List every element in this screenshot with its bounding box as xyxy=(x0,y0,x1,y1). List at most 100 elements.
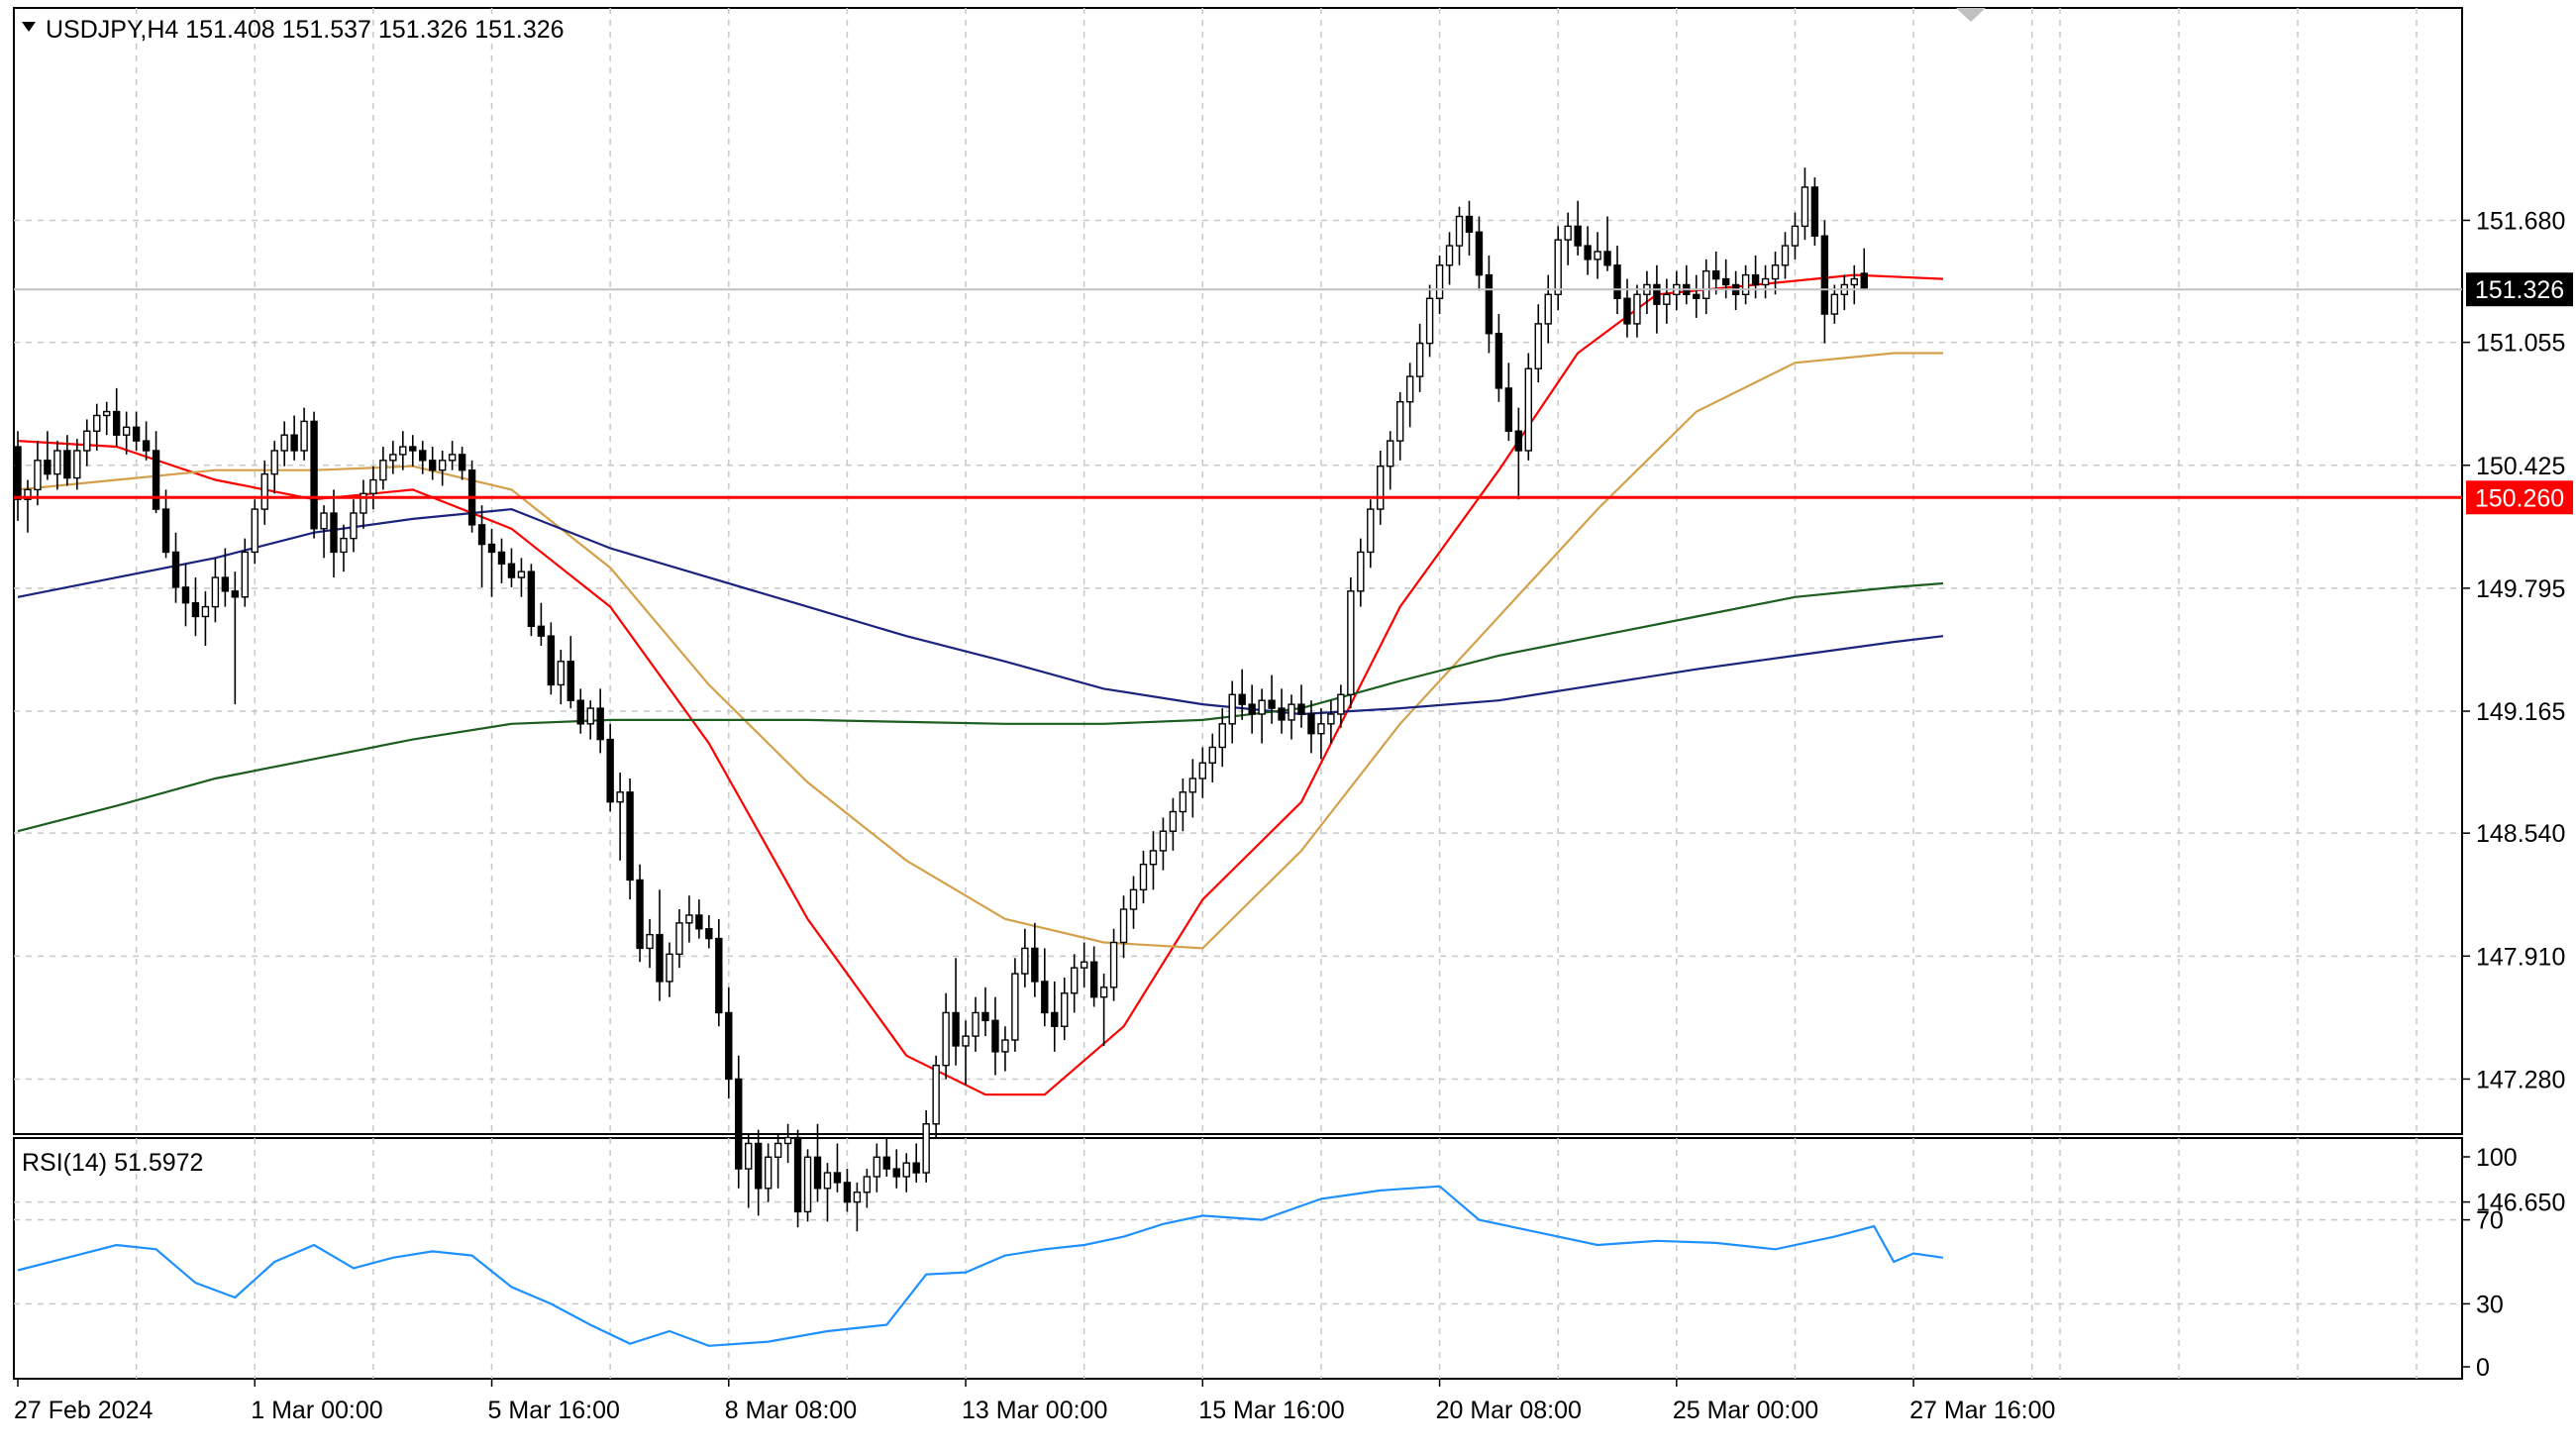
candle-body xyxy=(912,1162,920,1174)
candle-body xyxy=(1278,707,1286,721)
date-tick-label: 27 Feb 2024 xyxy=(14,1397,153,1424)
candle-body xyxy=(1544,293,1552,325)
price-tick-label: 151.680 xyxy=(2476,207,2565,235)
candle-body xyxy=(922,1123,930,1174)
candle-body xyxy=(1594,251,1601,260)
candle-body xyxy=(725,1011,733,1081)
candle-body xyxy=(24,488,32,500)
candle-body xyxy=(211,576,220,608)
candle-body xyxy=(695,914,703,930)
candle-body xyxy=(83,430,91,452)
candle-body xyxy=(1317,723,1325,735)
rsi-series-line xyxy=(17,1185,1944,1347)
rsi-axis: 100 70 30 0 xyxy=(2462,1144,2518,1382)
candle-body xyxy=(1405,375,1414,403)
candle-body xyxy=(863,1176,872,1194)
candle-body xyxy=(1435,264,1444,299)
candle-body xyxy=(152,450,160,510)
date-tick-label: 5 Mar 16:00 xyxy=(488,1397,620,1424)
candle-body xyxy=(171,551,180,588)
candle-body xyxy=(616,791,624,803)
candle-body xyxy=(1139,864,1148,891)
candle-body xyxy=(1129,888,1138,910)
candle-body xyxy=(783,1136,792,1145)
candle-body xyxy=(1663,293,1671,305)
candle-body xyxy=(1801,186,1809,228)
candle-body xyxy=(1415,342,1424,377)
candle-body xyxy=(1455,215,1464,247)
candle-body xyxy=(793,1136,802,1213)
candle-body xyxy=(557,661,566,686)
symbol-dropdown-icon[interactable] xyxy=(22,22,36,32)
candle-body xyxy=(1791,225,1800,247)
price-tick-label: 147.280 xyxy=(2476,1066,2565,1093)
candle-body xyxy=(773,1142,782,1158)
candle-body xyxy=(112,410,121,436)
candle-body xyxy=(596,707,604,741)
candle-body xyxy=(1534,323,1542,369)
candle-body xyxy=(1061,992,1069,1027)
candle-body xyxy=(1169,810,1178,832)
candle-body xyxy=(270,450,278,475)
candle-body xyxy=(902,1162,910,1178)
candle-body xyxy=(715,937,723,1014)
candle-body xyxy=(1494,333,1503,389)
price-tick-label: 148.540 xyxy=(2476,820,2565,848)
candle-body xyxy=(803,1156,812,1213)
candle-body xyxy=(1830,293,1839,315)
rsi-line xyxy=(17,1185,1944,1347)
candle-body xyxy=(882,1156,890,1170)
candle-body xyxy=(1465,215,1474,233)
candlesticks xyxy=(14,167,1868,1232)
price-tick-label: 147.910 xyxy=(2476,943,2565,971)
candle-body xyxy=(853,1192,862,1203)
candle-body xyxy=(1751,273,1760,286)
candle-body xyxy=(1761,277,1770,286)
candle-body xyxy=(1485,273,1494,335)
candle-body xyxy=(675,922,683,956)
candle-body xyxy=(1071,967,1079,994)
candle-body xyxy=(892,1168,900,1178)
chart-shift-marker-icon[interactable] xyxy=(1956,8,1986,22)
candle-body xyxy=(251,508,258,554)
price-panel[interactable] xyxy=(13,7,2463,1135)
candle-body xyxy=(350,512,358,540)
candle-body xyxy=(1702,269,1710,299)
candle-body xyxy=(438,460,447,471)
date-tick-label: 15 Mar 16:00 xyxy=(1198,1397,1344,1424)
symbol-header: USDJPY,H4 151.408 151.537 151.326 151.32… xyxy=(46,16,565,44)
candle-body xyxy=(103,410,111,417)
price-tick-label: 149.795 xyxy=(2476,575,2565,603)
candle-body xyxy=(646,933,654,950)
moving-average-line xyxy=(17,352,1943,950)
date-tick-label: 13 Mar 00:00 xyxy=(962,1397,1107,1424)
candle-body xyxy=(1574,225,1582,247)
candle-body xyxy=(221,576,230,592)
candle-body xyxy=(754,1142,763,1190)
candle-body xyxy=(981,1011,989,1022)
candle-body xyxy=(1208,746,1216,764)
candle-body xyxy=(1337,693,1345,715)
candle-body xyxy=(231,590,240,598)
candle-body xyxy=(1327,713,1335,725)
candle-body xyxy=(1198,762,1207,779)
candle-body xyxy=(586,707,594,725)
candle-body xyxy=(1425,297,1434,345)
candle-body xyxy=(1693,293,1700,299)
candle-body xyxy=(73,450,81,479)
candle-body xyxy=(419,450,427,462)
candle-body xyxy=(1860,272,1868,290)
candle-body xyxy=(567,661,574,701)
candle-body xyxy=(1179,791,1187,813)
candle-body xyxy=(962,1035,970,1047)
candle-body xyxy=(310,420,318,530)
candle-body xyxy=(280,434,288,452)
candle-body xyxy=(813,1156,822,1190)
moving-average-line xyxy=(17,507,1944,716)
candle-body xyxy=(1099,986,1108,998)
rsi-panel[interactable] xyxy=(13,1137,2463,1380)
candle-body xyxy=(1258,699,1266,715)
rsi-tick-label: 30 xyxy=(2476,1291,2504,1318)
